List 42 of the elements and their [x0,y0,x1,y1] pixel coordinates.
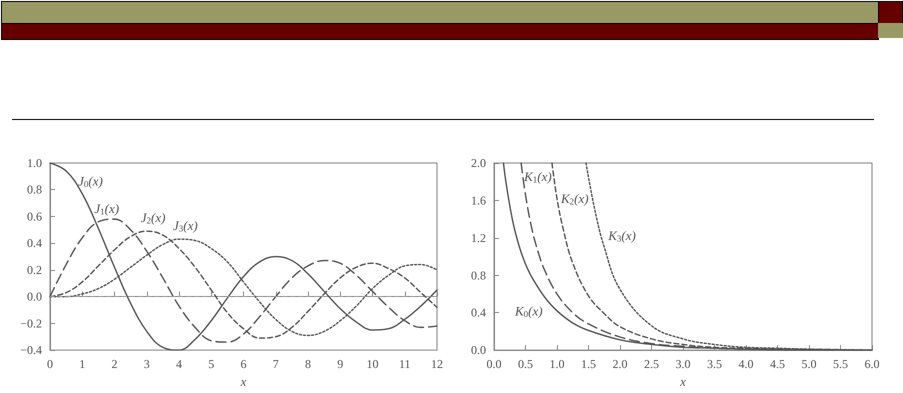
y-tick-label: 0.2 [27,262,42,277]
x-tick-label: 10 [366,357,378,372]
y-tick-label: 1.2 [471,230,486,245]
x-tick-label: 1.5 [581,357,596,372]
x-tick-label: 11 [398,357,411,372]
x-tick-label: 2.0 [612,357,628,372]
y-tick-label: 0.4 [471,306,486,320]
y-tick-label: 0.8 [471,268,486,282]
x-tick-label: 4 [176,357,182,372]
x-tick-label: 3.5 [707,357,722,372]
x-tick-label: 5.5 [833,357,848,372]
y-tick-label: 0.8 [27,182,42,197]
x-tick-label: 5 [208,357,214,372]
x-tick-label: 7 [272,357,279,372]
x-tick-label: 12 [431,357,443,372]
x-tick-label: 1 [79,357,86,372]
x-tick-label: 1.0 [550,357,564,372]
x-tick-label: 3 [144,357,150,372]
y-tick-label: 2.0 [471,156,486,170]
y-tick-label: 0.4 [27,236,42,250]
x-tick-label: 2.5 [644,357,659,372]
x-tick-label: 9 [337,357,344,372]
y-tick-label: −0.2 [20,316,42,330]
x-tick-label: 0 [47,357,53,372]
x-tick-label: 4.5 [770,357,785,372]
x-tick-label: 5.0 [802,357,816,372]
x-axis-title: x [240,374,247,389]
y-tick-label: 1.0 [27,156,42,170]
x-tick-label: 2 [112,357,118,372]
x-tick-label: 0.0 [486,357,502,372]
y-tick-label: −0.4 [20,343,42,358]
y-tick-label: 0.0 [471,343,486,358]
x-tick-label: 0.5 [518,357,533,372]
x-tick-label: 3.0 [676,357,690,372]
x-tick-label: 6 [240,357,246,372]
x-tick-label: 6.0 [864,357,880,372]
y-tick-label: 0.0 [27,290,42,304]
x-tick-label: 8 [305,357,311,372]
y-tick-label: 1.6 [471,193,486,208]
x-tick-label: 4.0 [738,357,754,372]
y-tick-label: 0.6 [27,209,42,224]
x-axis-title: x [679,374,686,389]
